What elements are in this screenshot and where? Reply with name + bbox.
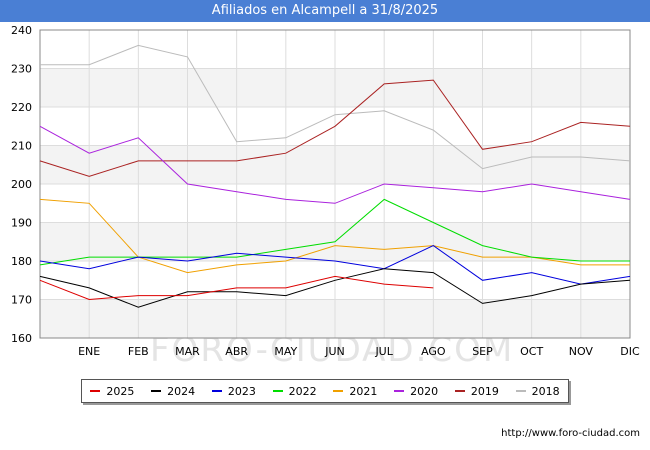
source-url: http://www.foro-ciudad.com xyxy=(501,428,640,439)
legend-label: 2024 xyxy=(167,384,196,398)
legend-item-2019: 2019 xyxy=(454,384,499,398)
legend-item-2021: 2021 xyxy=(333,385,377,398)
legend-swatch xyxy=(90,390,101,392)
chart-legend: 2025 2024 2023 2022 2021 2020 2019 2018 xyxy=(81,379,569,403)
x-tick-label: JUL xyxy=(374,345,393,358)
y-tick-label: 230 xyxy=(11,63,32,76)
series-line-2024 xyxy=(39,268,631,308)
legend-swatch xyxy=(515,390,526,392)
y-tick-label: 160 xyxy=(11,332,32,345)
y-tick-label: 210 xyxy=(11,140,32,153)
legend-swatch xyxy=(151,390,162,392)
legend-label: 2021 xyxy=(349,384,378,398)
series-line-2019 xyxy=(39,79,631,177)
x-tick-label: JUN xyxy=(324,345,345,358)
legend-swatch xyxy=(211,390,222,392)
series-line-2020 xyxy=(39,125,631,204)
legend-label: 2018 xyxy=(531,384,560,398)
x-tick-label: SEP xyxy=(472,345,493,358)
chart-title: Afiliados en Alcampell a 31/8/2025 xyxy=(0,0,650,22)
x-tick-label: NOV xyxy=(569,345,594,358)
legend-label: 2022 xyxy=(288,384,317,398)
x-tick-label: ABR xyxy=(225,345,248,358)
legend-item-2020: 2020 xyxy=(394,385,438,398)
series-line-2025 xyxy=(39,275,434,301)
y-tick-label: 170 xyxy=(11,294,32,307)
legend-item-2018: 2018 xyxy=(515,384,560,398)
plot-frame xyxy=(39,29,631,339)
series-line-2023 xyxy=(39,245,631,285)
x-tick-label: FEB xyxy=(128,345,149,358)
legend-label: 2020 xyxy=(410,384,439,398)
y-tick-label: 220 xyxy=(11,101,32,114)
legend-item-2024: 2024 xyxy=(151,385,195,398)
y-tick-label: 200 xyxy=(11,178,32,191)
x-tick-label: OCT xyxy=(520,345,543,358)
legend-label: 2023 xyxy=(227,384,256,398)
legend-item-2023: 2023 xyxy=(211,384,256,398)
x-tick-label: MAR xyxy=(175,345,200,358)
x-tick-label: DIC xyxy=(620,345,640,358)
legend-item-2025: 2025 xyxy=(90,385,134,398)
x-tick-label: ENE xyxy=(78,345,100,358)
y-tick-label: 190 xyxy=(11,217,32,230)
legend-item-2022: 2022 xyxy=(272,384,317,398)
x-tick-label: AGO xyxy=(421,345,446,358)
legend-label: 2019 xyxy=(470,384,499,398)
x-tick-label: MAY xyxy=(274,345,297,358)
legend-label: 2025 xyxy=(106,384,135,398)
y-tick-label: 240 xyxy=(11,24,32,37)
y-tick-label: 180 xyxy=(11,255,32,268)
series-line-2018 xyxy=(40,44,631,170)
legend-swatch xyxy=(394,390,405,392)
legend-swatch xyxy=(333,390,344,392)
legend-swatch xyxy=(272,390,283,392)
legend-swatch xyxy=(454,390,465,392)
